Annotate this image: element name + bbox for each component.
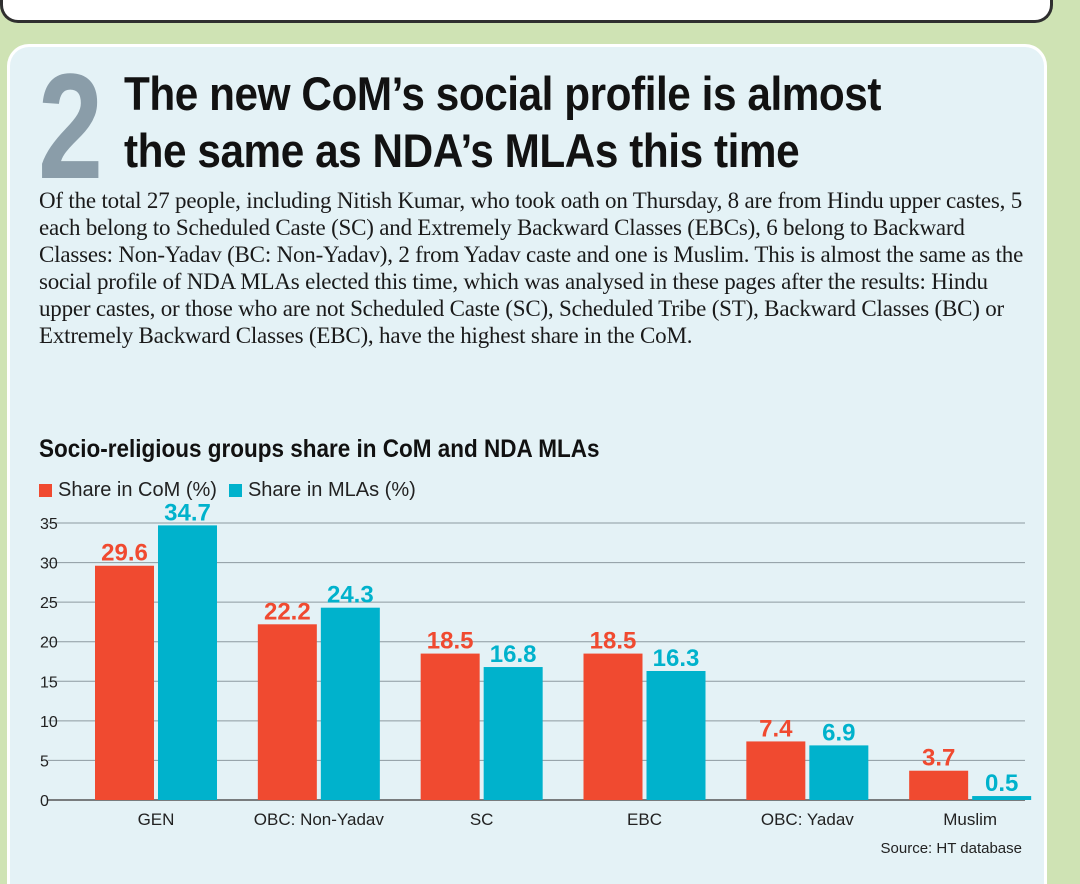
data-label-mla-3: 16.3 [653, 645, 700, 672]
bar-com-0 [95, 565, 154, 800]
bar-mla-3 [646, 670, 706, 800]
data-label-com-2: 18.5 [427, 628, 474, 655]
body-text: Of the total 27 people, including Nitish… [39, 188, 1024, 348]
bar-mla-2 [483, 667, 543, 800]
x-tick-label-1: OBC: Non-Yadav [254, 810, 385, 829]
y-tick-label-0: 0 [40, 793, 49, 810]
data-label-mla-5: 0.5 [985, 770, 1018, 797]
x-tick-label-2: SC [470, 810, 494, 829]
legend-item-com: Share in CoM (%) [39, 479, 217, 502]
bar-mla-1 [320, 607, 380, 800]
x-tick-label-4: OBC: Yadav [761, 810, 854, 829]
data-label-com-0: 29.6 [101, 540, 148, 567]
y-tick-label-15: 15 [40, 674, 58, 691]
source-note: Source: HT database [880, 840, 1022, 857]
bar-mla-4 [809, 745, 869, 800]
data-label-mla-4: 6.9 [822, 719, 855, 746]
bar-com-3 [583, 653, 643, 800]
x-tick-label-5: Muslim [943, 810, 997, 829]
legend-swatch-mla [228, 483, 242, 497]
y-tick-label-5: 5 [40, 753, 49, 770]
legend-item-mla: Share in MLAs (%) [228, 478, 416, 502]
data-label-com-4: 7.4 [759, 715, 793, 742]
bar-com-1 [257, 624, 317, 800]
y-tick-label-10: 10 [40, 714, 58, 731]
previous-card [0, 0, 1053, 23]
bar-com-5 [909, 770, 969, 800]
legend: Share in CoM (%) Share in MLAs (%) [39, 477, 416, 503]
y-tick-label-30: 30 [40, 556, 58, 573]
bar-mla-5 [972, 796, 1032, 800]
data-label-com-1: 22.2 [264, 598, 311, 625]
bar-com-4 [746, 741, 806, 800]
legend-label-com: Share in CoM (%) [58, 478, 217, 501]
y-tick-label-20: 20 [40, 635, 58, 652]
legend-label-mla: Share in MLAs (%) [247, 478, 416, 501]
chart-title: Socio-religious groups share in CoM and … [39, 435, 600, 463]
x-tick-label-3: EBC [627, 810, 662, 829]
data-label-mla-1: 24.3 [327, 582, 374, 609]
y-tick-label-25: 25 [40, 595, 58, 612]
y-tick-label-35: 35 [40, 516, 58, 533]
data-label-com-5: 3.7 [922, 745, 955, 772]
legend-swatch-com [39, 483, 52, 497]
section-number: 2 [38, 44, 103, 210]
headline: The new CoM’s social profile is almost t… [124, 67, 882, 177]
x-tick-label-0: GEN [138, 810, 175, 829]
infographic-card: 2 The new CoM’s social profile is almost… [7, 44, 1047, 884]
data-label-mla-2: 16.8 [490, 641, 537, 668]
bar-mla-0 [158, 525, 217, 800]
bar-com-2 [420, 653, 480, 800]
data-label-mla-0: 34.7 [164, 499, 211, 526]
bar-chart: 0 5 10 15 20 25 30 35 29.6 34.7 GEN 22.2 24.3 OBC: No… [40, 499, 1032, 829]
data-label-com-3: 18.5 [590, 628, 637, 655]
